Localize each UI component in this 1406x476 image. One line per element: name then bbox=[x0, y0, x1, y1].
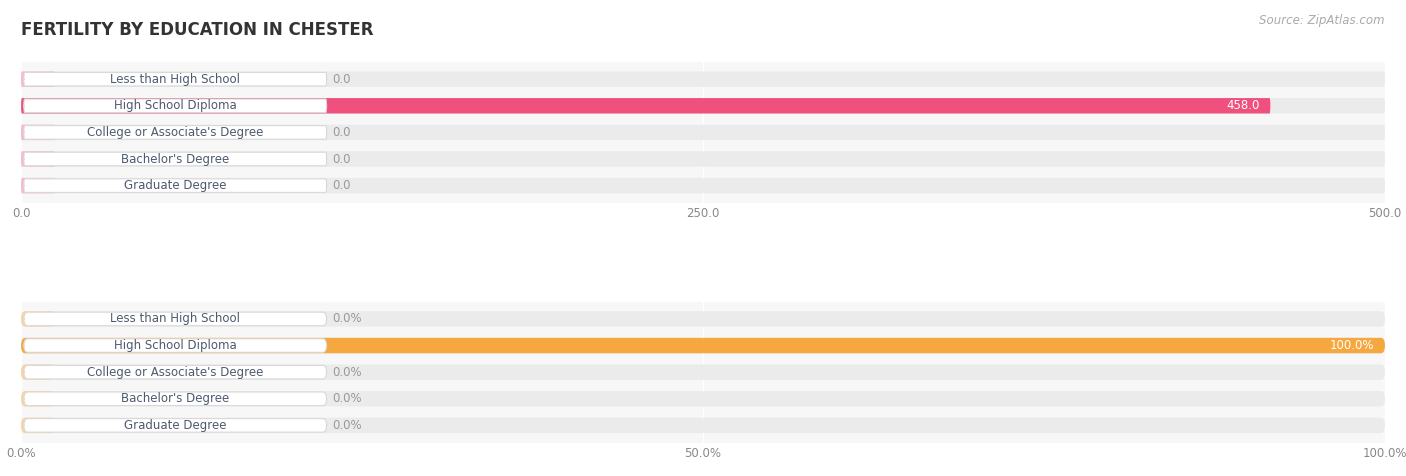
FancyBboxPatch shape bbox=[21, 389, 1385, 408]
Text: 0.0: 0.0 bbox=[332, 152, 350, 166]
Text: 458.0: 458.0 bbox=[1226, 99, 1260, 112]
Text: Less than High School: Less than High School bbox=[110, 312, 240, 326]
FancyBboxPatch shape bbox=[24, 418, 326, 432]
Text: 0.0%: 0.0% bbox=[332, 366, 361, 379]
Text: High School Diploma: High School Diploma bbox=[114, 99, 236, 112]
FancyBboxPatch shape bbox=[24, 339, 326, 352]
FancyBboxPatch shape bbox=[21, 176, 1385, 195]
FancyBboxPatch shape bbox=[21, 391, 1385, 407]
FancyBboxPatch shape bbox=[21, 311, 55, 327]
FancyBboxPatch shape bbox=[21, 71, 1385, 87]
FancyBboxPatch shape bbox=[21, 416, 1385, 435]
FancyBboxPatch shape bbox=[24, 312, 326, 326]
Text: Graduate Degree: Graduate Degree bbox=[124, 419, 226, 432]
Text: 0.0%: 0.0% bbox=[332, 419, 361, 432]
FancyBboxPatch shape bbox=[21, 391, 55, 407]
FancyBboxPatch shape bbox=[24, 72, 326, 86]
FancyBboxPatch shape bbox=[24, 366, 326, 379]
FancyBboxPatch shape bbox=[21, 125, 55, 140]
Text: 0.0%: 0.0% bbox=[332, 392, 361, 405]
FancyBboxPatch shape bbox=[21, 417, 1385, 433]
Text: Source: ZipAtlas.com: Source: ZipAtlas.com bbox=[1260, 14, 1385, 27]
FancyBboxPatch shape bbox=[21, 309, 1385, 328]
FancyBboxPatch shape bbox=[21, 125, 1385, 140]
FancyBboxPatch shape bbox=[21, 311, 1385, 327]
FancyBboxPatch shape bbox=[21, 417, 55, 433]
FancyBboxPatch shape bbox=[21, 98, 1271, 113]
FancyBboxPatch shape bbox=[21, 178, 55, 193]
FancyBboxPatch shape bbox=[21, 151, 1385, 167]
FancyBboxPatch shape bbox=[21, 365, 55, 380]
Text: 0.0: 0.0 bbox=[332, 179, 350, 192]
Text: 0.0%: 0.0% bbox=[332, 312, 361, 326]
Text: College or Associate's Degree: College or Associate's Degree bbox=[87, 126, 263, 139]
Text: Bachelor's Degree: Bachelor's Degree bbox=[121, 392, 229, 405]
FancyBboxPatch shape bbox=[21, 151, 55, 167]
Text: Graduate Degree: Graduate Degree bbox=[124, 179, 226, 192]
Text: College or Associate's Degree: College or Associate's Degree bbox=[87, 366, 263, 379]
FancyBboxPatch shape bbox=[24, 99, 326, 112]
FancyBboxPatch shape bbox=[24, 392, 326, 406]
FancyBboxPatch shape bbox=[21, 70, 1385, 89]
FancyBboxPatch shape bbox=[21, 149, 1385, 169]
Text: 0.0: 0.0 bbox=[332, 126, 350, 139]
Text: 0.0: 0.0 bbox=[332, 73, 350, 86]
Text: Less than High School: Less than High School bbox=[110, 73, 240, 86]
FancyBboxPatch shape bbox=[21, 97, 1385, 115]
FancyBboxPatch shape bbox=[21, 178, 1385, 193]
Text: 100.0%: 100.0% bbox=[1330, 339, 1374, 352]
FancyBboxPatch shape bbox=[24, 152, 326, 166]
Text: FERTILITY BY EDUCATION IN CHESTER: FERTILITY BY EDUCATION IN CHESTER bbox=[21, 21, 374, 40]
Text: High School Diploma: High School Diploma bbox=[114, 339, 236, 352]
FancyBboxPatch shape bbox=[21, 365, 1385, 380]
FancyBboxPatch shape bbox=[21, 363, 1385, 381]
FancyBboxPatch shape bbox=[24, 126, 326, 139]
FancyBboxPatch shape bbox=[21, 336, 1385, 355]
FancyBboxPatch shape bbox=[21, 123, 1385, 142]
FancyBboxPatch shape bbox=[24, 179, 326, 192]
Text: Bachelor's Degree: Bachelor's Degree bbox=[121, 152, 229, 166]
FancyBboxPatch shape bbox=[21, 71, 55, 87]
FancyBboxPatch shape bbox=[21, 338, 1385, 353]
FancyBboxPatch shape bbox=[21, 338, 1385, 353]
FancyBboxPatch shape bbox=[21, 98, 1385, 113]
